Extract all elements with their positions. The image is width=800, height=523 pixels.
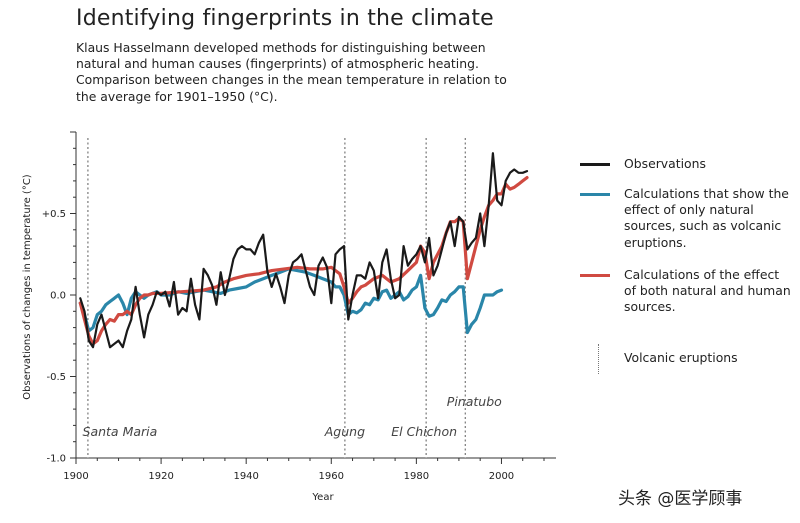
volcanic-eruption-label: Agung (324, 424, 365, 439)
watermark: 头条 @医学顾事 (618, 489, 743, 509)
y-axis-label: Observations of changes in temperature (… (22, 174, 33, 400)
y-tick-label: -0.5 (46, 372, 66, 383)
legend-swatch-natural (580, 193, 610, 196)
legend-label-observations: Observations (624, 156, 706, 171)
chart-axes: +0.5 0.0 -0.5 -1.0 1900 1920 1940 1960 1980 2000 (42, 131, 556, 482)
x-tick-label: 1900 (63, 471, 88, 482)
x-tick-label: 1960 (319, 471, 344, 482)
x-tick-label: 2000 (489, 471, 514, 482)
x-tick-label: 1980 (404, 471, 429, 482)
legend-swatch-volcanic (598, 344, 599, 374)
volcanic-eruption-label: Pinatubo (447, 394, 502, 409)
y-tick-label: -1.0 (46, 454, 66, 465)
page-title: Identifying fingerprints in the climate (76, 6, 494, 31)
series-natural (78, 267, 504, 335)
y-tick-label: 0.0 (50, 291, 66, 302)
y-tick-label: +0.5 (42, 209, 66, 220)
series-combined (78, 176, 529, 346)
legend-swatch-combined (580, 274, 610, 277)
x-axis-label: Year (311, 492, 334, 503)
x-tick-label: 1920 (148, 471, 173, 482)
x-tick-label: 1940 (233, 471, 258, 482)
chart-series (78, 152, 529, 349)
page-subtitle: Klaus Hasselmann developed methods for d… (76, 40, 507, 104)
volcanic-eruption-label: El Chichon (391, 424, 457, 439)
volcanic-eruption-label: Santa Maria (83, 424, 158, 439)
series-observations (79, 152, 529, 349)
legend-swatch-observations (580, 163, 610, 166)
volcanic-eruptions: Santa Maria Agung El Chichon Pinatubo (83, 138, 502, 458)
legend-label-volcanic: Volcanic eruptions (624, 350, 738, 365)
legend-label-combined: Calculations of the effect of both natur… (624, 267, 791, 315)
legend-label-natural: Calculations that show the effect of onl… (624, 186, 789, 250)
